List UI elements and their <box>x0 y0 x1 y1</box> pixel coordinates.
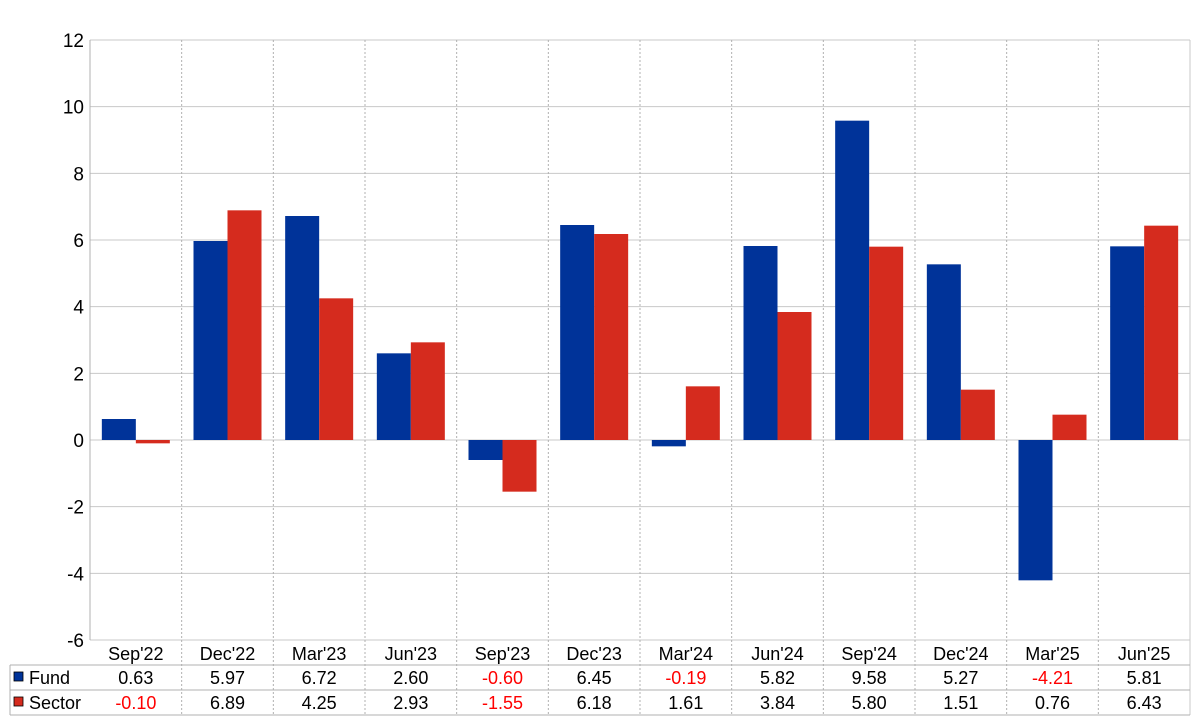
category-label: Sep'24 <box>841 644 897 664</box>
data-label-fund: 5.97 <box>210 668 245 688</box>
data-label-fund: 6.72 <box>302 668 337 688</box>
bar-sector <box>777 312 812 440</box>
bar-fund <box>926 264 961 440</box>
legend-label-sector: Sector <box>29 693 81 713</box>
data-label-sector: 0.76 <box>1035 693 1070 713</box>
data-label-fund: -4.21 <box>1032 668 1073 688</box>
category-label: Jun'25 <box>1118 644 1170 664</box>
gridlines <box>89 39 1191 715</box>
data-label-sector: 3.84 <box>760 693 795 713</box>
y-tick-label: 4 <box>73 298 84 319</box>
data-label-fund: 6.45 <box>577 668 612 688</box>
bar-fund <box>193 241 228 440</box>
bar-sector <box>1144 225 1179 440</box>
data-label-sector: -1.55 <box>482 693 523 713</box>
bar-sector <box>319 298 354 440</box>
data-label-sector: 5.80 <box>852 693 887 713</box>
data-label-sector: 2.93 <box>393 693 428 713</box>
category-label: Sep'23 <box>475 644 531 664</box>
data-label-fund: 0.63 <box>118 668 153 688</box>
data-table: Sep'22 Dec'22 Mar'23 Jun'23 Sep'23 Dec'23 Mar'… <box>9 644 1190 716</box>
category-label: Sep'22 <box>108 644 164 664</box>
category-label: Dec'24 <box>933 644 988 664</box>
bar-fund <box>285 216 320 440</box>
bar-sector <box>960 389 995 440</box>
category-label: Dec'22 <box>200 644 255 664</box>
category-label: Dec'23 <box>566 644 621 664</box>
bar-fund <box>1110 246 1145 440</box>
legend-swatch-fund <box>13 671 24 682</box>
data-label-fund: -0.60 <box>482 668 523 688</box>
bars <box>101 120 1179 581</box>
y-axis-ticks: 12 10 8 6 4 2 0 -2 -4 -6 <box>63 31 85 652</box>
bar-sector <box>135 440 170 444</box>
bar-fund <box>651 440 686 447</box>
y-tick-label: 8 <box>73 164 84 185</box>
legend-label-fund: Fund <box>29 668 70 688</box>
category-label: Mar'23 <box>292 644 346 664</box>
legend-swatch-sector <box>13 696 24 707</box>
bar-fund <box>376 353 411 440</box>
y-tick-label: 10 <box>63 98 84 119</box>
bar-sector <box>502 440 537 492</box>
data-label-fund: 5.27 <box>943 668 978 688</box>
y-tick-label: -6 <box>67 631 84 652</box>
data-label-sector: 6.18 <box>577 693 612 713</box>
bar-fund <box>835 120 870 441</box>
bar-sector <box>594 234 629 440</box>
category-label: Mar'24 <box>659 644 713 664</box>
data-label-fund: 2.60 <box>393 668 428 688</box>
data-label-sector: 4.25 <box>302 693 337 713</box>
bar-sector <box>685 386 720 440</box>
bar-fund <box>560 225 595 440</box>
data-label-fund: 9.58 <box>852 668 887 688</box>
bar-fund <box>468 440 503 460</box>
data-label-sector: -0.10 <box>115 693 156 713</box>
y-tick-label: -4 <box>67 564 84 585</box>
data-label-fund: 5.82 <box>760 668 795 688</box>
bar-sector <box>227 210 262 440</box>
bar-fund <box>1018 440 1053 581</box>
data-label-sector: 6.89 <box>210 693 245 713</box>
y-tick-label: 2 <box>73 364 84 385</box>
y-tick-label: 0 <box>73 431 84 452</box>
data-label-sector: 1.61 <box>668 693 703 713</box>
data-label-fund: 5.81 <box>1127 668 1162 688</box>
category-label: Jun'24 <box>751 644 803 664</box>
data-label-sector: 1.51 <box>943 693 978 713</box>
bar-sector <box>869 246 904 440</box>
bar-fund <box>101 419 136 440</box>
category-label: Jun'23 <box>385 644 437 664</box>
data-label-sector: 6.43 <box>1127 693 1162 713</box>
bar-sector <box>410 342 445 440</box>
category-label: Mar'25 <box>1025 644 1079 664</box>
bar-fund <box>743 246 778 440</box>
y-tick-label: 6 <box>73 231 84 252</box>
y-tick-label: 12 <box>63 31 84 52</box>
bar-sector <box>1052 414 1087 440</box>
y-tick-label: -2 <box>67 498 84 519</box>
data-label-fund: -0.19 <box>665 668 706 688</box>
